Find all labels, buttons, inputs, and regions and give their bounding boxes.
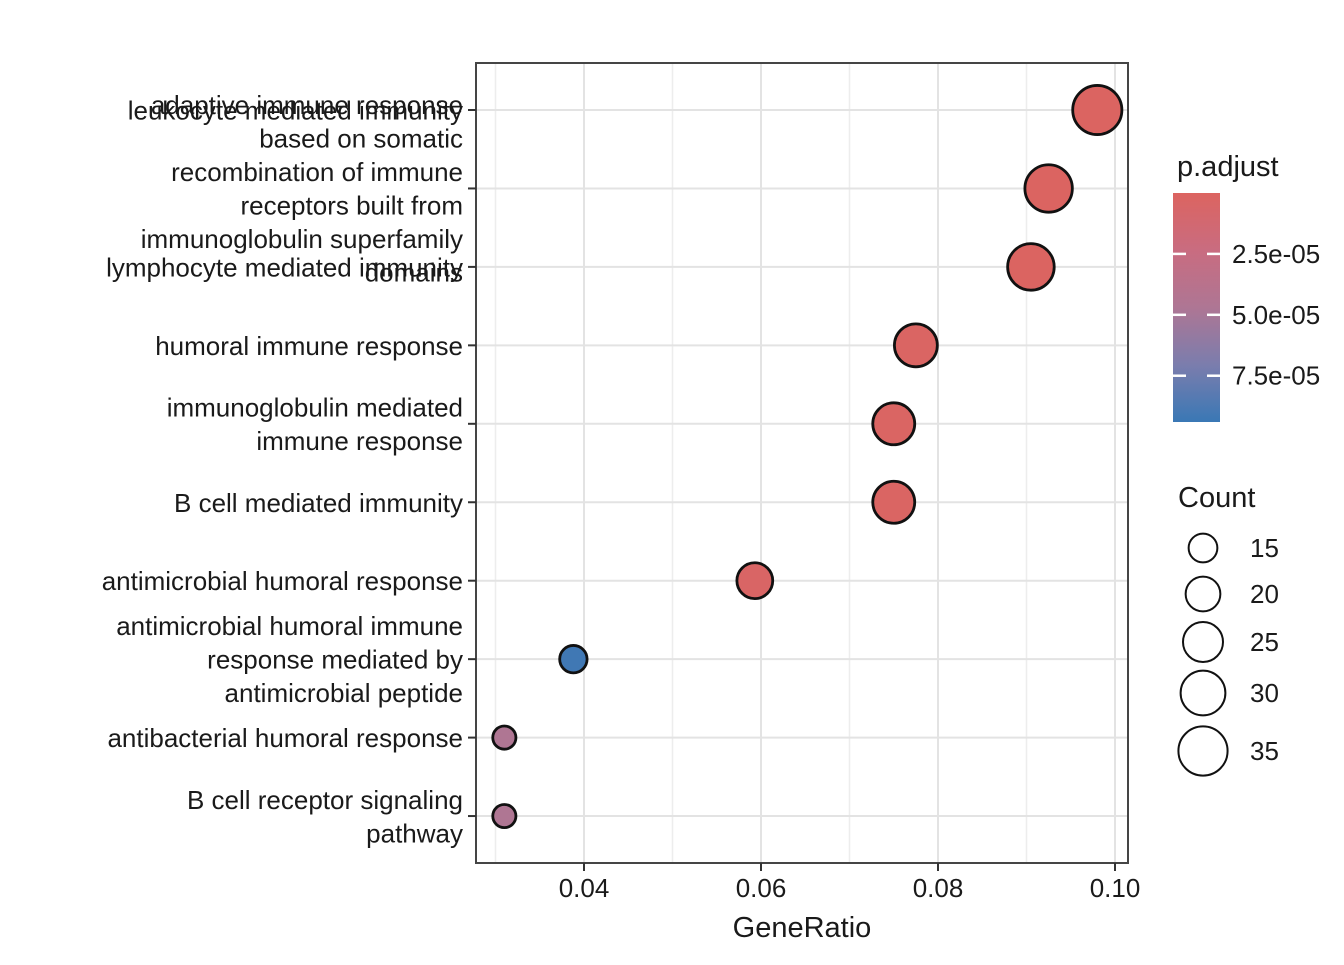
count-legend-circle (1182, 621, 1224, 663)
count-legend-label: 30 (1250, 678, 1279, 708)
data-points (491, 84, 1124, 830)
count-legend-label: 35 (1250, 736, 1279, 766)
x-axis-tick-label: 0.06 (736, 873, 787, 903)
y-axis-label: adaptive immune response based on somatic… (141, 90, 463, 288)
y-axis-ticks (468, 109, 476, 818)
x-axis-ticks (583, 863, 1116, 871)
count-legend-circle (1179, 669, 1227, 717)
padjust-colorbar (1173, 193, 1220, 422)
padjust-colorbar-ticks (1173, 252, 1220, 377)
x-axis-tick-labels: 0.04 0.06 0.08 0.10 (559, 873, 1141, 903)
count-legend: Count 15 20 25 30 35 (1177, 482, 1279, 777)
data-point (1023, 163, 1074, 214)
count-legend-circle (1184, 575, 1222, 613)
y-axis-label: B cell receptor signaling pathway (187, 785, 463, 849)
padjust-legend-title: p.adjust (1177, 151, 1279, 183)
y-axis-label: leukocyte mediated immunity (128, 96, 463, 126)
y-axis-label: immunoglobulin mediated immune response (167, 393, 463, 457)
panel-border (475, 62, 1129, 864)
data-point (558, 644, 589, 675)
data-point (871, 479, 917, 525)
data-point (735, 561, 775, 601)
x-axis-tick-label: 0.10 (1090, 873, 1141, 903)
count-legend-circle (1177, 725, 1229, 777)
x-axis-tick-label: 0.08 (913, 873, 964, 903)
padjust-tick-label: 2.5e-05 (1232, 239, 1320, 269)
y-axis-label: humoral immune response (155, 331, 463, 361)
y-axis-label: antimicrobial humoral response (102, 566, 463, 596)
y-axis-label: lymphocyte mediated immunity (106, 252, 463, 282)
padjust-tick-label: 7.5e-05 (1232, 361, 1320, 391)
x-axis-title: GeneRatio (733, 912, 872, 944)
data-point (893, 322, 939, 369)
count-legend-keys: 15 20 25 30 35 (1177, 532, 1279, 777)
x-axis-tick-label: 0.04 (559, 873, 610, 903)
data-point (871, 401, 917, 447)
y-axis-label: antimicrobial humoral immune response med… (116, 611, 463, 708)
count-legend-label: 20 (1250, 579, 1279, 609)
data-point (491, 724, 518, 751)
padjust-tick-label: 5.0e-05 (1232, 300, 1320, 330)
data-point (1071, 84, 1124, 136)
gridlines (476, 63, 1128, 863)
count-legend-label: 15 (1250, 533, 1279, 563)
data-point (491, 803, 518, 830)
y-axis-label: B cell mediated immunity (174, 488, 463, 518)
count-legend-label: 25 (1250, 627, 1279, 657)
padjust-colorbar-labels: 2.5e-05 5.0e-05 7.5e-05 (1232, 239, 1320, 391)
y-axis-label: antibacterial humoral response (107, 723, 463, 753)
data-point (1006, 242, 1056, 292)
padjust-legend: p.adjust 2.5e-05 5.0e-05 7.5e-05 (1173, 151, 1320, 422)
count-legend-circle (1187, 532, 1219, 564)
count-legend-title: Count (1178, 482, 1255, 514)
